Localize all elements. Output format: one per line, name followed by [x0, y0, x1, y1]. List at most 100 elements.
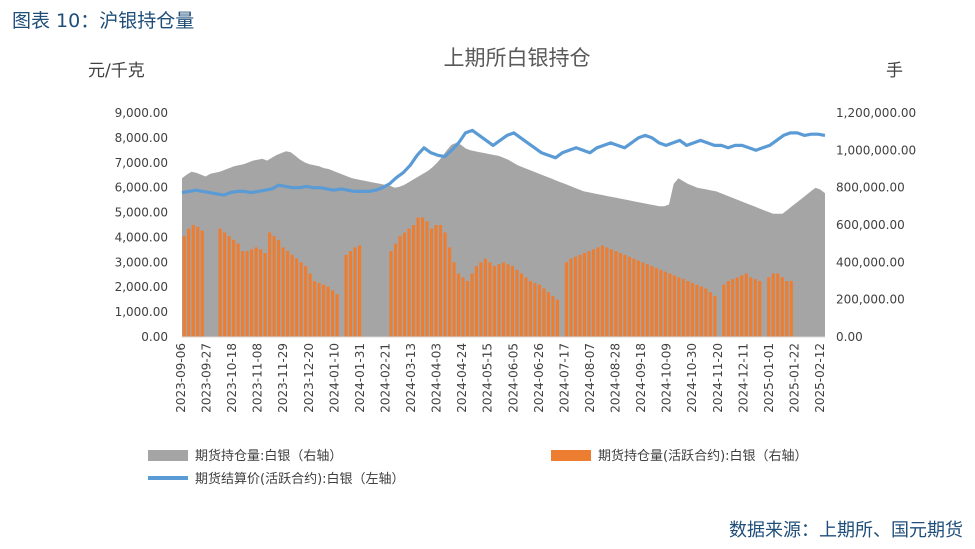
bar-active-open-interest: [537, 284, 541, 337]
left-tick-label: 3,000.00: [115, 255, 168, 269]
left-tick-label: 9,000.00: [115, 106, 168, 120]
bar-active-open-interest: [497, 264, 501, 337]
bar-active-open-interest: [344, 254, 348, 337]
bar-active-open-interest: [474, 266, 478, 337]
bar-active-open-interest: [421, 217, 425, 337]
source-note: 数据来源：上期所、国元期货: [729, 520, 963, 541]
x-tick-label: 2024-09-18: [634, 343, 648, 413]
bar-active-open-interest: [533, 282, 537, 337]
x-tick-label: 2023-09-27: [200, 343, 214, 413]
bar-active-open-interest: [677, 277, 681, 337]
right-tick-label: 1,200,000.00: [836, 106, 916, 120]
bar-active-open-interest: [713, 295, 717, 337]
bar-active-open-interest: [542, 288, 546, 337]
x-tick-label: 2024-07-17: [557, 343, 571, 413]
bar-active-open-interest: [681, 279, 685, 337]
bar-active-open-interest: [277, 239, 281, 337]
bar-active-open-interest: [200, 230, 204, 337]
bar-active-open-interest: [187, 228, 191, 337]
bar-active-open-interest: [358, 245, 362, 337]
bar-active-open-interest: [726, 281, 730, 337]
bar-active-open-interest: [695, 284, 699, 337]
bar-active-open-interest: [731, 279, 735, 337]
x-tick-label: 2023-09-06: [174, 343, 188, 413]
bar-active-open-interest: [780, 277, 784, 337]
x-tick-label: 2024-01-10: [327, 343, 341, 413]
bar-active-open-interest: [412, 225, 416, 337]
bar-active-open-interest: [510, 266, 514, 337]
x-tick-label: 2024-08-28: [609, 343, 623, 413]
right-tick-label: 400,000.00: [836, 255, 905, 269]
legend-swatch-bars: [551, 450, 591, 461]
x-tick-label: 2024-02-21: [379, 343, 393, 413]
bar-active-open-interest: [506, 264, 510, 337]
x-tick-label: 2024-12-11: [736, 343, 750, 413]
bar-active-open-interest: [466, 281, 470, 337]
bar-active-open-interest: [232, 239, 236, 337]
bar-active-open-interest: [250, 249, 254, 337]
legend-label-bars: 期货持仓量(活跃合约):白银（右轴）: [598, 448, 808, 464]
bar-active-open-interest: [587, 251, 591, 337]
left-tick-label: 5,000.00: [115, 206, 168, 220]
bar-active-open-interest: [479, 262, 483, 337]
bar-active-open-interest: [618, 253, 622, 337]
bar-active-open-interest: [690, 282, 694, 337]
bar-active-open-interest: [753, 279, 757, 337]
bar-active-open-interest: [389, 251, 393, 337]
right-tick-label: 200,000.00: [836, 293, 905, 307]
bar-active-open-interest: [789, 281, 793, 337]
bar-active-open-interest: [735, 277, 739, 337]
bar-active-open-interest: [582, 253, 586, 337]
x-tick-label: 2024-01-31: [353, 343, 367, 413]
right-axis-unit: 手: [886, 61, 903, 81]
bar-active-open-interest: [699, 286, 703, 337]
bar-active-open-interest: [722, 284, 726, 337]
bar-active-open-interest: [290, 254, 294, 337]
bar-active-open-interest: [268, 232, 272, 337]
bar-active-open-interest: [519, 273, 523, 337]
bar-active-open-interest: [708, 292, 712, 337]
bar-active-open-interest: [609, 249, 613, 337]
x-tick-label: 2024-06-05: [506, 343, 520, 413]
bar-active-open-interest: [448, 247, 452, 337]
x-tick-label: 2023-10-18: [225, 343, 239, 413]
bar-active-open-interest: [528, 281, 532, 337]
x-tick-label: 2025-01-01: [762, 343, 776, 413]
bar-active-open-interest: [439, 225, 443, 337]
bar-active-open-interest: [394, 243, 398, 337]
bar-active-open-interest: [578, 254, 582, 337]
left-tick-label: 4,000.00: [115, 230, 168, 244]
x-tick-label: 2024-03-13: [404, 343, 418, 413]
bar-active-open-interest: [605, 247, 609, 337]
bar-active-open-interest: [443, 232, 447, 337]
bar-active-open-interest: [771, 273, 775, 337]
bar-active-open-interest: [227, 236, 231, 337]
x-tick-label: 2024-08-07: [583, 343, 597, 413]
bar-active-open-interest: [407, 228, 411, 337]
bar-active-open-interest: [308, 273, 312, 337]
plot-area: [181, 128, 826, 338]
bar-active-open-interest: [331, 290, 335, 337]
figure-caption: 图表 10：沪银持仓量: [12, 10, 195, 32]
bar-active-open-interest: [254, 247, 258, 337]
bar-active-open-interest: [403, 232, 407, 337]
legend-label-area: 期货持仓量:白银（右轴）: [195, 448, 342, 464]
bar-active-open-interest: [483, 258, 487, 337]
bar-active-open-interest: [434, 225, 438, 337]
x-tick-label: 2024-10-09: [660, 343, 674, 413]
bar-active-open-interest: [650, 266, 654, 337]
bar-active-open-interest: [785, 281, 789, 337]
bar-active-open-interest: [569, 258, 573, 337]
bar-active-open-interest: [564, 262, 568, 337]
bar-active-open-interest: [281, 247, 285, 337]
right-tick-label: 0.00: [836, 330, 863, 344]
x-tick-label: 2024-04-03: [430, 343, 444, 413]
bar-active-open-interest: [632, 258, 636, 337]
x-tick-label: 2024-10-30: [685, 343, 699, 413]
bar-active-open-interest: [236, 243, 240, 337]
bar-active-open-interest: [668, 273, 672, 337]
bar-active-open-interest: [326, 286, 330, 337]
bar-active-open-interest: [600, 245, 604, 337]
bar-active-open-interest: [740, 275, 744, 337]
bar-active-open-interest: [349, 251, 353, 337]
